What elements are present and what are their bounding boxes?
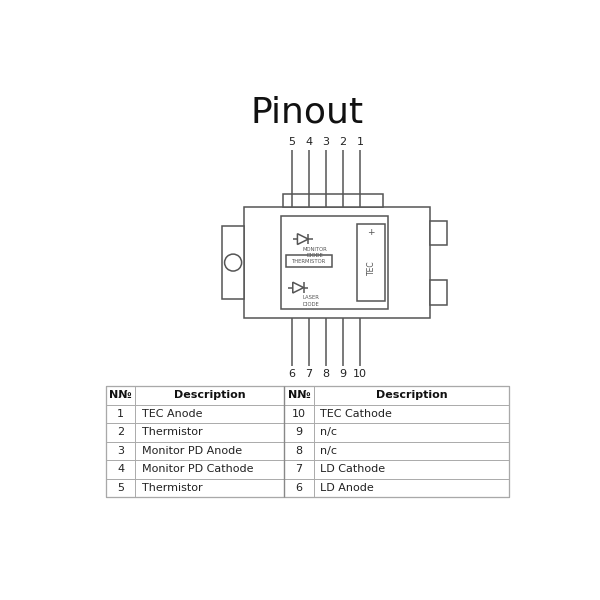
Text: 3: 3: [323, 137, 329, 146]
Bar: [286, 255, 332, 267]
Text: TEC Anode: TEC Anode: [142, 409, 202, 419]
Text: 4: 4: [117, 464, 124, 475]
Text: 2: 2: [117, 427, 124, 437]
Text: 3: 3: [117, 446, 124, 456]
Text: N№: N№: [287, 391, 310, 400]
Text: 5: 5: [117, 483, 124, 493]
Text: 7: 7: [295, 464, 302, 475]
Text: LD Anode: LD Anode: [320, 483, 374, 493]
Bar: [281, 216, 388, 309]
Text: Monitor PD Cathode: Monitor PD Cathode: [142, 464, 253, 475]
Text: 9: 9: [340, 369, 347, 379]
Text: Pinout: Pinout: [251, 95, 364, 129]
Text: Thermistor: Thermistor: [142, 483, 202, 493]
Text: 8: 8: [295, 446, 302, 456]
Text: 9: 9: [295, 427, 302, 437]
Text: TEC: TEC: [367, 260, 376, 275]
Bar: [430, 280, 447, 305]
Text: TEC Cathode: TEC Cathode: [320, 409, 392, 419]
Text: LD Cathode: LD Cathode: [320, 464, 385, 475]
Bar: [106, 386, 509, 497]
Text: 8: 8: [323, 369, 329, 379]
Text: n/c: n/c: [320, 427, 337, 437]
Text: 10: 10: [292, 409, 306, 419]
Text: +: +: [367, 229, 375, 238]
Text: Description: Description: [174, 391, 245, 400]
Text: 5: 5: [289, 137, 296, 146]
Text: 1: 1: [117, 409, 124, 419]
Bar: [222, 226, 244, 299]
Bar: [283, 194, 383, 207]
Text: 7: 7: [305, 369, 313, 379]
Text: 4: 4: [305, 137, 313, 146]
Text: THERMISTOR: THERMISTOR: [292, 259, 326, 263]
Text: 6: 6: [295, 483, 302, 493]
Bar: [357, 224, 385, 301]
Bar: [244, 207, 430, 319]
Text: Description: Description: [376, 391, 447, 400]
Text: 1: 1: [356, 137, 364, 146]
Text: MONITOR
DIODE: MONITOR DIODE: [303, 247, 328, 258]
Text: n/c: n/c: [320, 446, 337, 456]
Text: LASER
DIODE: LASER DIODE: [302, 295, 319, 307]
Text: Monitor PD Anode: Monitor PD Anode: [142, 446, 242, 456]
Text: N№: N№: [109, 391, 132, 400]
Bar: [430, 221, 447, 245]
Text: 10: 10: [353, 369, 367, 379]
Text: 2: 2: [340, 137, 347, 146]
Text: Thermistor: Thermistor: [142, 427, 202, 437]
Text: 6: 6: [289, 369, 296, 379]
